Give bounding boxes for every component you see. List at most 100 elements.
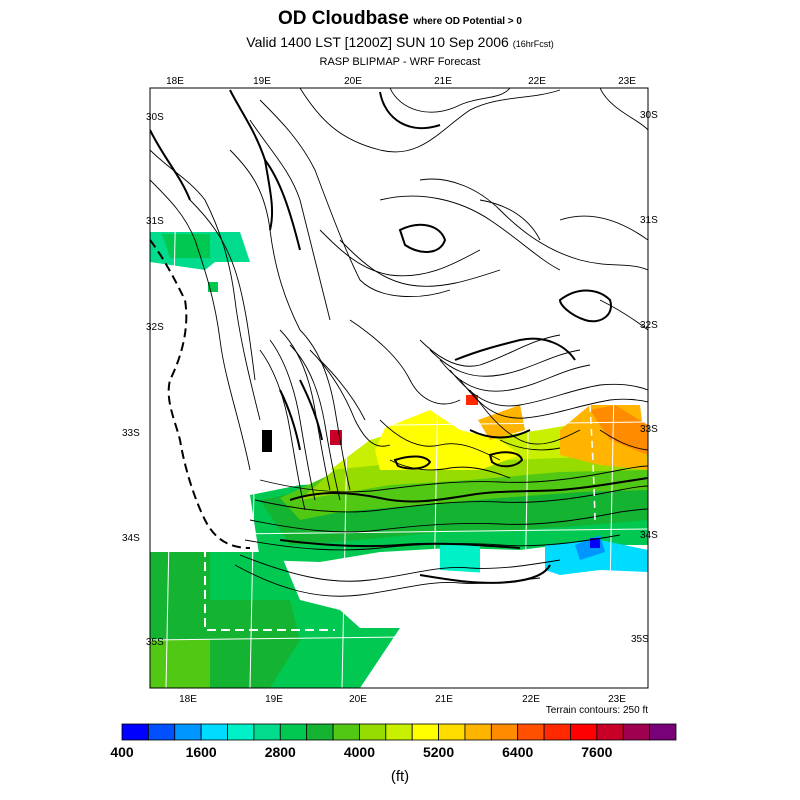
field-region-5: [162, 234, 210, 258]
colorbar-swatch-2: [174, 723, 202, 741]
colorbar-swatch-20: [649, 723, 677, 741]
contour-thick-3: [558, 289, 612, 323]
field-region-13: [478, 405, 525, 440]
lon-label-bottom-1: 19E: [265, 694, 283, 705]
contour-thin-17: [299, 329, 351, 491]
contour-thin-34: [239, 554, 561, 582]
lon-label-top-2: 20E: [344, 76, 362, 87]
colorbar-swatch-18: [596, 723, 624, 741]
boundary-dashed-east: [589, 404, 596, 521]
parallel-line-2: [150, 316, 648, 324]
lon-label-bottom-4: 22E: [522, 694, 540, 705]
forecast-tag: (16hrFcst): [512, 39, 554, 49]
meridian-line-4: [522, 88, 536, 688]
field-region-22: [262, 430, 272, 452]
parallel-line-1: [150, 211, 648, 219]
colorbar-swatch-10: [385, 723, 413, 741]
contour-thick-8: [393, 455, 432, 470]
contour-thin-36: [379, 419, 501, 461]
field-region-23: [380, 570, 548, 688]
colorbar-label-2: 2800: [264, 744, 296, 760]
contour-thick-13: [299, 379, 323, 441]
contour-thick-2: [379, 91, 441, 130]
contour-thin-14: [559, 215, 648, 241]
lon-label-top-1: 19E: [253, 76, 271, 87]
contour-thin-30: [259, 465, 648, 493]
field-region-21: [466, 395, 478, 405]
field-region-1: [150, 552, 210, 600]
contour-thick-6: [454, 337, 576, 361]
colorbar-swatch-3: [200, 723, 228, 741]
title-main: OD Cloudbase: [277, 8, 409, 29]
meridian-line-5: [607, 88, 621, 688]
field-region-16: [545, 540, 648, 575]
colorbar-label-0: 400: [110, 744, 134, 760]
contour-thin-10: [339, 239, 501, 287]
contour-thin-38: [499, 439, 561, 451]
lat-label-right-2: 32S: [640, 320, 658, 331]
meridian-line-0: [165, 88, 179, 688]
contour-thick-14: [279, 389, 301, 451]
contour-thin-9: [319, 229, 481, 277]
valid-time-text: Valid 1400 LST [1200Z] SUN 10 Sep 2006: [246, 34, 509, 50]
lon-label-bottom-5: 23E: [608, 694, 626, 705]
terrain-note: Terrain contours: 250 ft: [545, 705, 648, 716]
colorbar-swatch-4: [227, 723, 255, 741]
contour-thin-39: [599, 429, 648, 451]
contour-thick-5: [264, 159, 301, 251]
contour-thin-26: [439, 359, 591, 392]
lon-label-top-3: 21E: [434, 76, 452, 87]
contour-thick-9: [488, 451, 524, 468]
contour-thin-29: [469, 389, 581, 445]
map-labels: 18E 19E 20E 21E 22E 23E 18E 19E 20E 21E 22E 23E 30S 3…: [122, 76, 658, 705]
contour-thick-4: [398, 223, 447, 253]
contour-thin-21: [289, 344, 341, 501]
chart-title: OD Cloudbase where OD Potential > 0: [0, 8, 800, 30]
contour-thick-10: [289, 477, 648, 503]
lat-label-left-3: 33S: [122, 428, 140, 439]
contour-thin-8: [259, 99, 451, 298]
contour-thin-0: [299, 88, 561, 153]
lat-label-left-2: 32S: [146, 322, 164, 333]
colorbar-swatch-7: [306, 723, 334, 741]
colorbar-swatch-1: [147, 723, 176, 741]
colorbar-swatch-13: [464, 723, 492, 741]
contour-thin-37: [389, 459, 511, 479]
contour-thin-11: [379, 195, 561, 271]
map-frame: [149, 87, 649, 689]
contour-thin-7: [249, 119, 331, 321]
coastline-dashed: [150, 239, 251, 549]
colorbar-swatch-0: [121, 723, 149, 741]
colorbar-swatch-17: [570, 723, 598, 741]
field-region-15: [590, 405, 648, 455]
contour-thin-13: [479, 199, 541, 241]
contour-thin-5: [189, 199, 256, 381]
lat-label-right-5: 35S: [631, 634, 649, 645]
contour-thin-32: [249, 508, 648, 533]
contour-thin-15: [599, 299, 648, 331]
lon-label-top-4: 22E: [528, 76, 546, 87]
colorbar-swatch-5: [253, 723, 281, 741]
lat-label-left-4: 34S: [122, 533, 140, 544]
contour-thin-4: [150, 179, 251, 471]
meridian-line-2: [341, 88, 355, 688]
colorbar-swatch-9: [359, 723, 387, 741]
terrain-contours: [150, 88, 648, 631]
field-region-3: [150, 640, 210, 688]
lon-label-bottom-3: 21E: [435, 694, 453, 705]
lat-label-left-1: 31S: [146, 216, 164, 227]
contour-thin-6: [229, 149, 301, 331]
contour-thin-27: [449, 369, 648, 407]
lat-label-right-0: 30S: [640, 110, 658, 121]
colorbar-swatch-15: [517, 723, 545, 741]
colorbar-label-4: 5200: [422, 744, 455, 760]
colorbar: [121, 723, 677, 741]
colorbar-swatch-8: [332, 723, 360, 741]
contour-thin-31: [254, 485, 648, 513]
contour-thin-24: [419, 334, 561, 367]
colorbar-label-6: 7600: [581, 744, 613, 760]
contour-thin-2: [599, 88, 648, 131]
lat-label-right-1: 31S: [640, 215, 658, 226]
colorbar-swatch-6: [279, 723, 308, 741]
